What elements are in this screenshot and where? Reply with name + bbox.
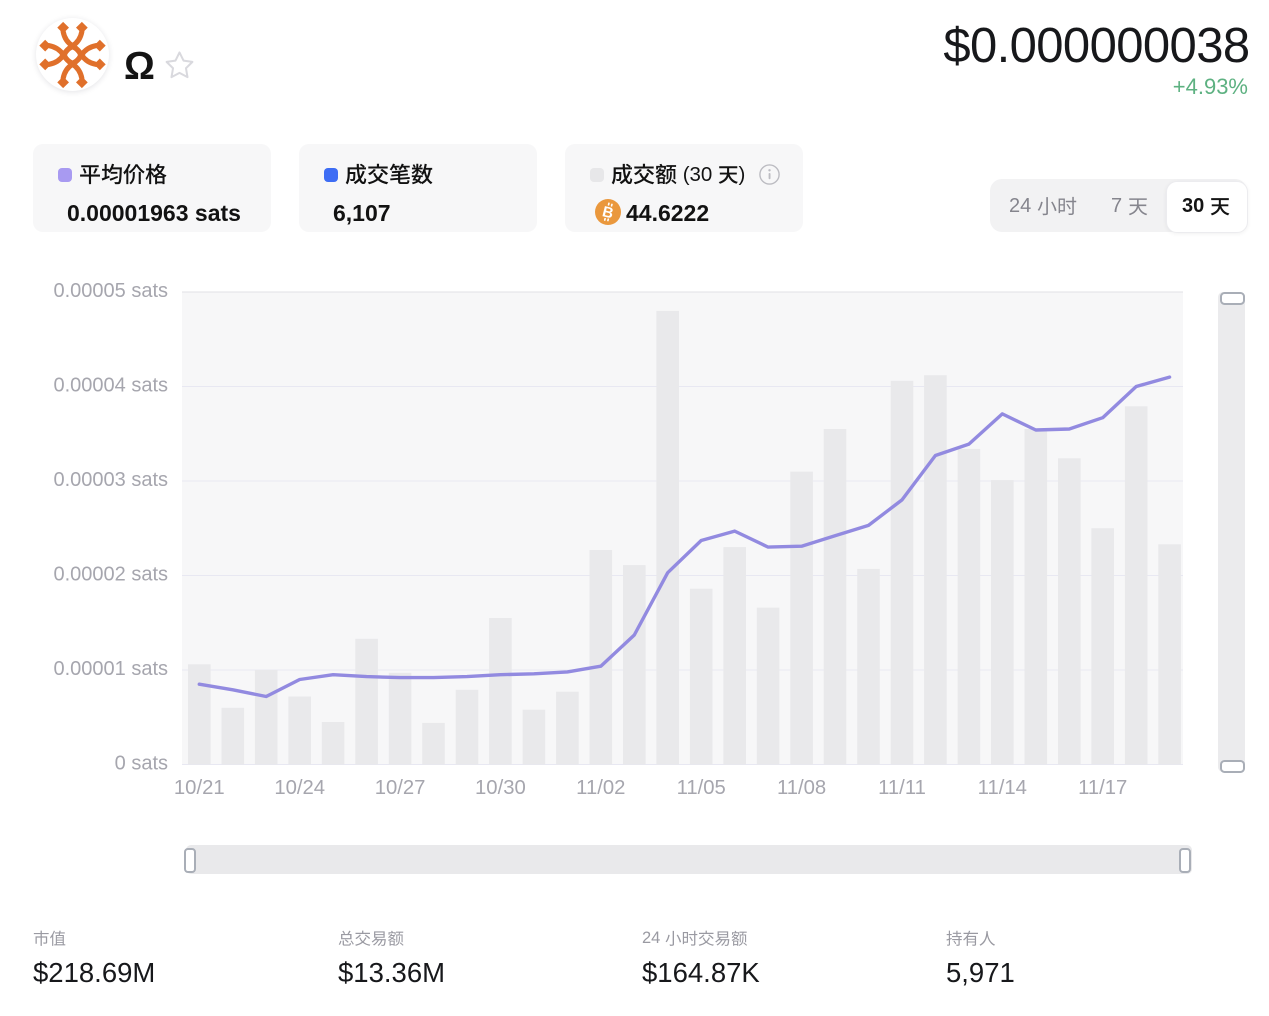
svg-text:11/17: 11/17 xyxy=(1078,777,1127,799)
svg-text:0 sats: 0 sats xyxy=(115,753,168,775)
svg-text:11/05: 11/05 xyxy=(677,777,726,799)
svg-text:0.00003 sats: 0.00003 sats xyxy=(53,469,168,491)
svg-text:10/27: 10/27 xyxy=(375,777,426,799)
svg-text:0.00005 sats: 0.00005 sats xyxy=(53,280,168,302)
svg-text:11/08: 11/08 xyxy=(777,777,826,799)
svg-text:0.00001 sats: 0.00001 sats xyxy=(53,658,168,680)
svg-text:0.00002 sats: 0.00002 sats xyxy=(53,564,168,586)
svg-text:10/24: 10/24 xyxy=(274,777,325,799)
svg-text:10/30: 10/30 xyxy=(475,777,526,799)
svg-text:11/02: 11/02 xyxy=(576,777,625,799)
svg-text:11/11: 11/11 xyxy=(878,777,926,799)
svg-text:11/14: 11/14 xyxy=(978,777,1027,799)
svg-text:0.00004 sats: 0.00004 sats xyxy=(53,375,168,397)
svg-text:10/21: 10/21 xyxy=(174,777,225,799)
svg-text:B: B xyxy=(600,203,615,222)
